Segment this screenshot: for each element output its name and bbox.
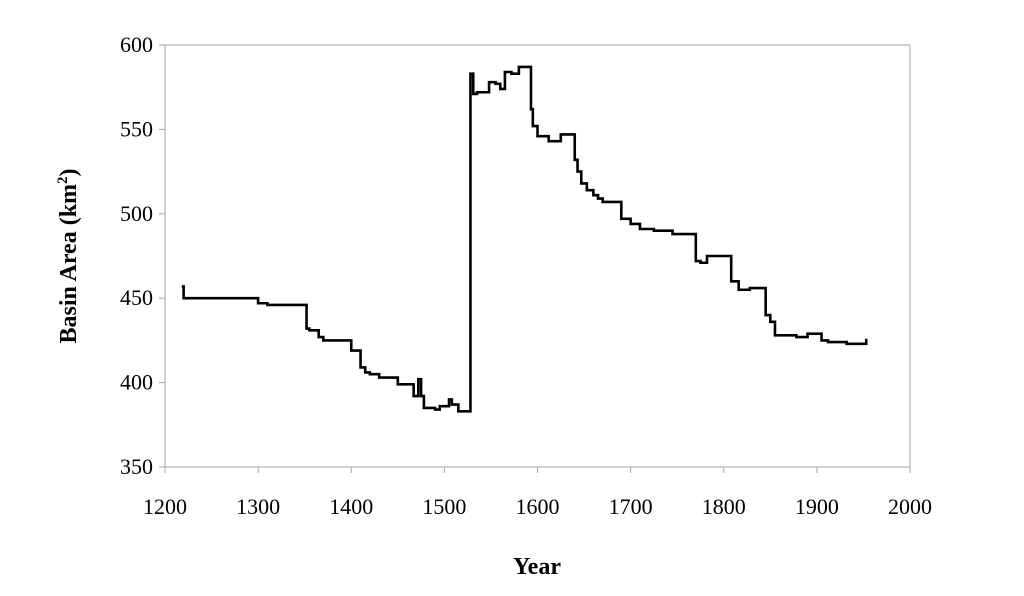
y-axis-title-close: ) [56, 168, 82, 176]
x-tick-label: 1200 [143, 494, 187, 519]
plot-area-frame [164, 44, 911, 468]
y-tick-label: 600 [120, 32, 153, 57]
x-tick-label: 1300 [236, 494, 280, 519]
x-tick-label: 1600 [516, 494, 560, 519]
y-axis-title-main: Basin Area (km [56, 184, 82, 344]
series-line-basin-area [181, 65, 868, 413]
y-tick-label: 450 [120, 285, 153, 310]
y-axis-title-superscript: 2 [55, 176, 71, 184]
y-tick-label: 550 [120, 116, 153, 141]
x-axis-tick-labels: 1200 1300 1400 1500 1600 1700 1800 1900 2000 [143, 494, 932, 519]
x-axis-ticks [164, 467, 911, 473]
x-tick-label: 1500 [422, 494, 466, 519]
y-tick-label: 350 [120, 454, 153, 479]
y-tick-label: 400 [120, 370, 153, 395]
x-tick-label: 1400 [329, 494, 373, 519]
x-tick-label: 1900 [795, 494, 839, 519]
x-tick-label: 2000 [888, 494, 932, 519]
y-tick-label: 500 [120, 201, 153, 226]
y-axis-ticks [159, 44, 165, 468]
x-tick-label: 1800 [702, 494, 746, 519]
y-axis-title: Basin Area (km2) [55, 168, 82, 343]
y-axis-tick-labels: 350 400 450 500 550 600 [120, 32, 153, 479]
x-axis-title: Year [513, 554, 561, 580]
x-tick-label: 1700 [609, 494, 653, 519]
